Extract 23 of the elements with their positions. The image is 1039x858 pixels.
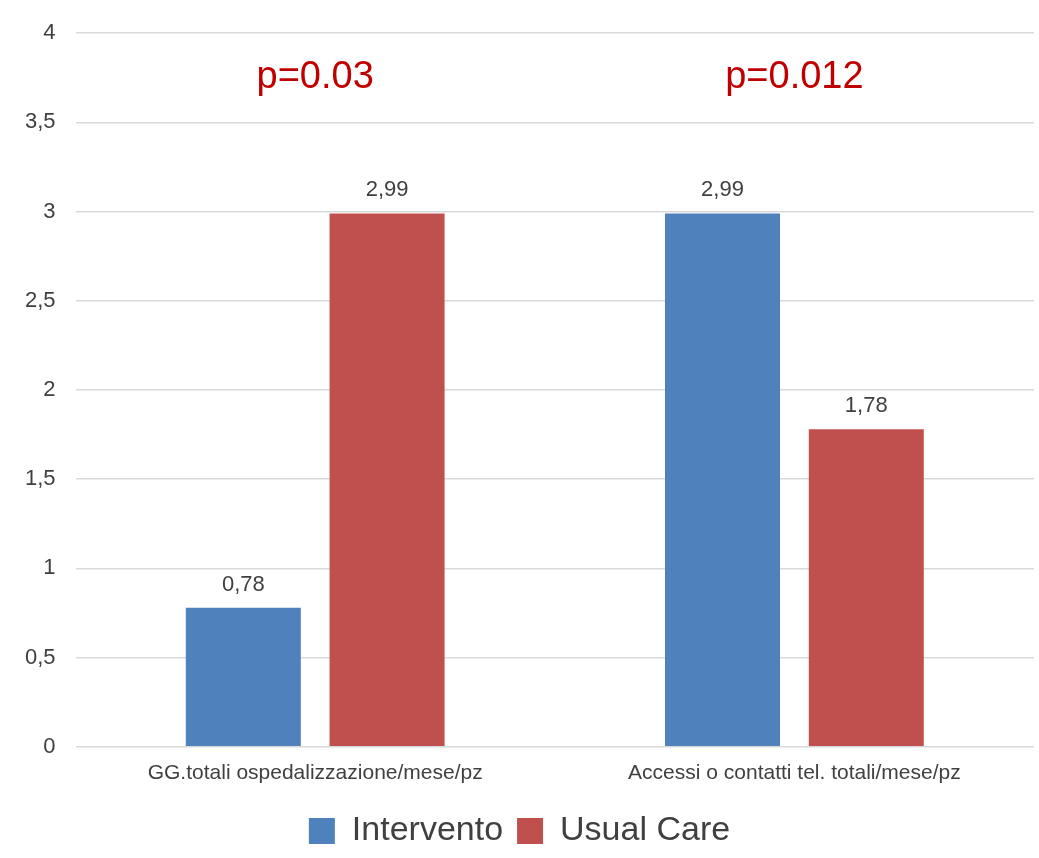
y-tick-label: 1,5: [24, 465, 56, 491]
y-tick-label: 0: [43, 732, 56, 758]
bar: [185, 607, 301, 747]
y-tick-label: 2: [43, 376, 56, 402]
y-tick-label: 3,5: [24, 108, 56, 134]
y-tick-label: 4: [43, 19, 56, 45]
bar: [808, 429, 924, 747]
bar: [329, 213, 445, 747]
legend-label: Usual Care: [560, 809, 731, 848]
x-tick-label: GG.totali ospedalizzazione/mese/pz: [147, 760, 483, 784]
data-label: 0,78: [221, 570, 265, 596]
data-label: 2,99: [701, 176, 744, 202]
y-tick-label: 0,5: [24, 643, 56, 669]
annotation: p=0.03: [256, 54, 374, 97]
x-tick-label: Accessi o contatti tel. totali/mese/pz: [628, 760, 961, 784]
annotation: p=0.012: [725, 54, 864, 97]
data-label: 1,78: [844, 392, 888, 418]
y-tick-label: 2,5: [24, 286, 56, 312]
data-label: 2,99: [365, 176, 409, 202]
legend-label: Intervento: [351, 809, 504, 848]
y-tick-label: 3: [43, 197, 56, 223]
bar: [665, 213, 781, 747]
y-tick-label: 1: [43, 554, 56, 580]
